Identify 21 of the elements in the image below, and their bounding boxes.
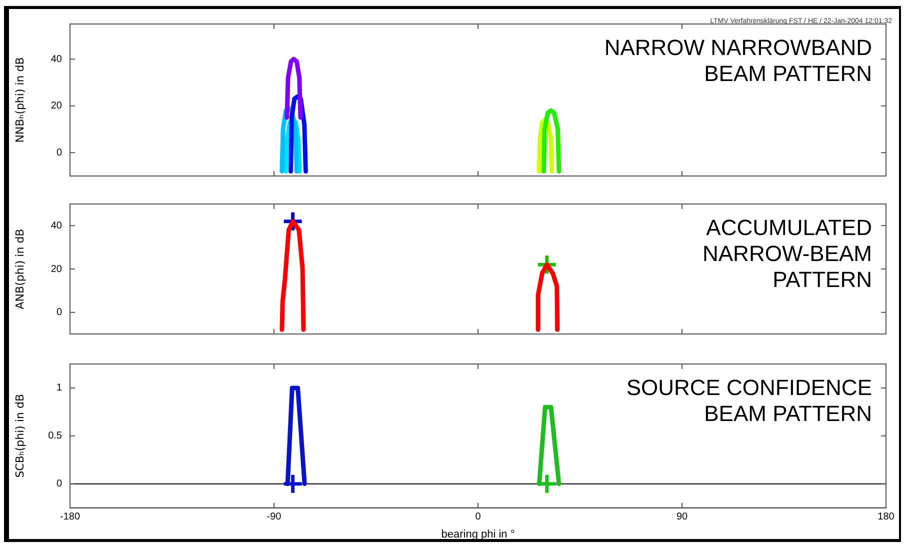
y-tick-label: 0 — [56, 307, 62, 318]
x-tick-label: 0 — [475, 512, 482, 523]
y-tick-label: 1 — [56, 382, 62, 394]
y-axis-title: NNBₕ(phi) in dB — [13, 57, 26, 143]
y-tick-label: 0.5 — [48, 430, 62, 442]
x-tick-label: -90 — [266, 512, 282, 523]
x-tick-label: 90 — [676, 512, 688, 523]
y-tick-label: 40 — [50, 54, 62, 65]
y-tick-label: 40 — [50, 220, 62, 232]
text: ACCUMULATED NARROW-BEAM PATTERN — [702, 215, 872, 292]
y-tick-label: 0 — [56, 147, 62, 158]
x-axis-title: bearing phi in ° — [441, 528, 515, 540]
y-axis-title: SCBₕ(phi) in dB — [13, 394, 26, 478]
y-tick-label: 20 — [50, 264, 62, 275]
text: NARROW NARROWBAND BEAM PATTERN — [604, 35, 872, 86]
x-tick-label: -180 — [60, 512, 80, 523]
y-tick-label: 0 — [56, 478, 62, 490]
text: SOURCE CONFIDENCE BEAM PATTERN — [626, 375, 872, 426]
x-tick-label: 180 — [878, 512, 895, 523]
y-axis-title: ANB(phi) in dB — [13, 228, 26, 310]
y-tick-label: 20 — [50, 100, 62, 112]
